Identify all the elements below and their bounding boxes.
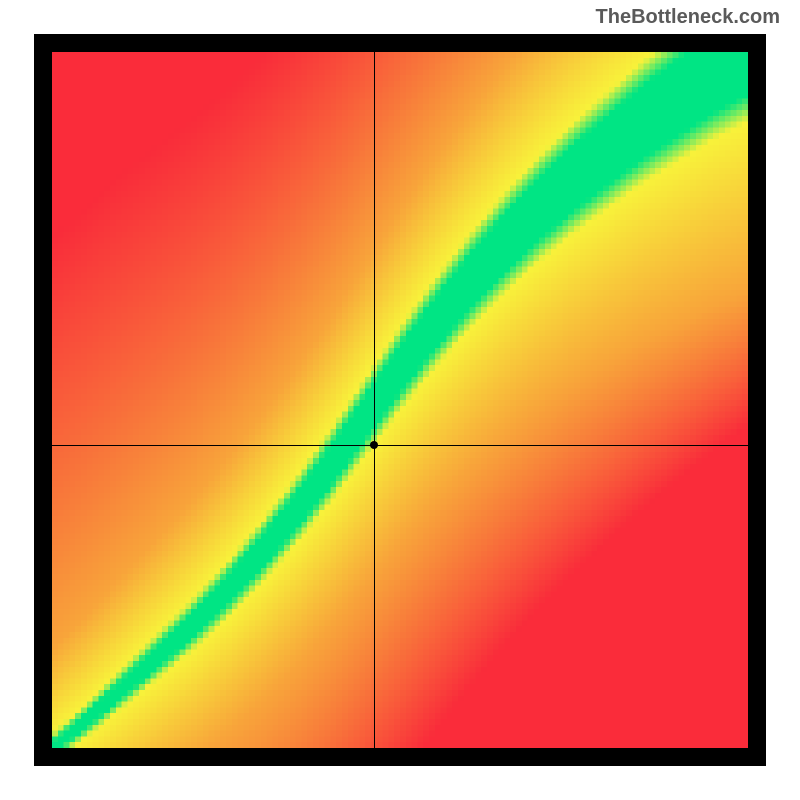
chart-frame [34,34,766,766]
crosshair-marker [370,441,378,449]
plot-area [52,52,748,748]
crosshair-vertical [374,52,375,748]
chart-container: TheBottleneck.com [0,0,800,800]
heatmap-canvas [52,52,748,748]
crosshair-horizontal [52,445,748,446]
attribution-text: TheBottleneck.com [596,6,780,29]
